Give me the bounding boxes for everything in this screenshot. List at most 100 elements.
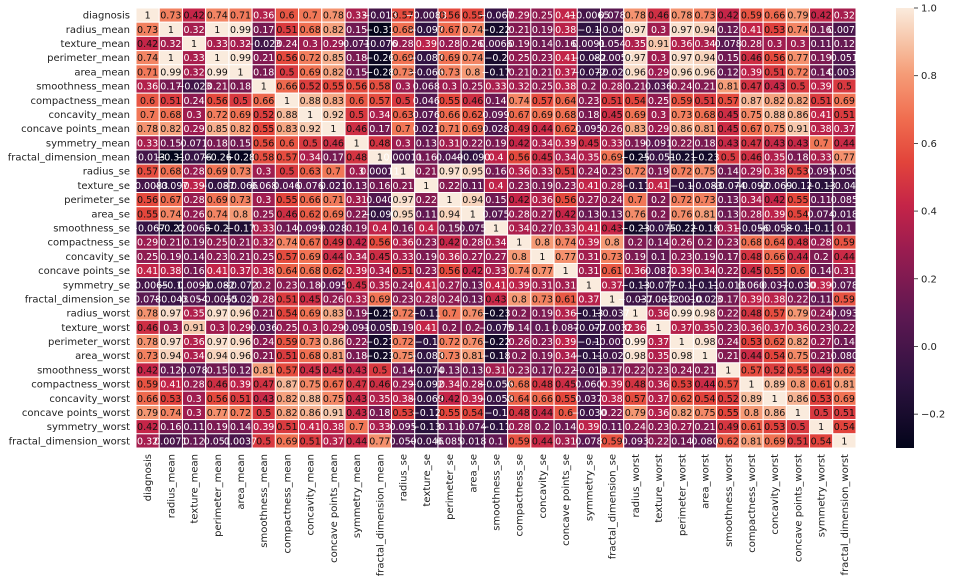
heatmap-cell-value: 0.81 [741, 436, 762, 447]
heatmap-cell-value: −0.1 [159, 280, 182, 291]
heatmap-cell-value: 0.11 [183, 422, 204, 433]
heatmap-cell-value: 0.21 [694, 422, 715, 433]
heatmap-cell-value: 0.2 [442, 323, 457, 334]
heatmap-cell-value: −0.21 [667, 153, 696, 164]
heatmap-cell-value: 0.54 [787, 209, 808, 220]
heatmap-cell-value: 0.32 [253, 238, 274, 249]
heatmap-cell-value: 0.42 [811, 11, 832, 22]
heatmap-cell-value: 0.74 [787, 25, 808, 36]
heatmap-cell-value: 0.6 [140, 96, 155, 107]
heatmap-cell-value: −0.037 [618, 294, 653, 305]
heatmap-cell-value: 0.12 [183, 436, 204, 447]
x-tick-label: radius_mean [166, 454, 177, 518]
heatmap-cell-value: 0.46 [741, 53, 762, 64]
heatmap-cell-value: 0.59 [509, 436, 530, 447]
heatmap-cell-value: 0.040 [366, 195, 393, 206]
heatmap-cell-value: 0.3 [349, 167, 364, 178]
x-tick-label: perimeter_worst [677, 454, 688, 536]
heatmap-cell-value: 0.69 [532, 110, 553, 121]
heatmap-cell-value: 0.7 [140, 110, 155, 121]
heatmap-cell-value: 0.34 [694, 39, 715, 50]
y-tick-label: texture_worst [61, 323, 130, 334]
heatmap-cell-value: 0.74 [555, 238, 576, 249]
heatmap-cell-value: 1 [470, 209, 476, 220]
heatmap-cell-value: 0.23 [416, 238, 437, 249]
heatmap-cell-value: 0.41 [555, 53, 576, 64]
heatmap-cell-value: 1 [609, 294, 615, 305]
heatmap-cell-value: 0.56 [439, 266, 460, 277]
x-tick-label: concavity_worst [770, 454, 781, 535]
heatmap-cell-value: 0.75 [764, 124, 785, 135]
heatmap-cell-value: 0.55 [439, 96, 460, 107]
heatmap-cell-value: 0.43 [764, 82, 785, 93]
heatmap-cell-value: 0.23 [578, 96, 599, 107]
heatmap-cell-value: 0.36 [393, 238, 414, 249]
heatmap-cell-value: 0.76 [462, 337, 483, 348]
heatmap-cell-value: 0.47 [253, 380, 274, 391]
heatmap-cell-value: −0.25 [365, 309, 394, 320]
heatmap-cell-value: 0.14 [811, 67, 832, 78]
heatmap-cell-value: −0.090 [455, 153, 490, 164]
heatmap-cell-value: 0.35 [369, 280, 390, 291]
heatmap-cell-value: 0.41 [137, 266, 158, 277]
heatmap-cell-value: 0.55 [787, 195, 808, 206]
heatmap-cell-value: 0.96 [625, 67, 646, 78]
heatmap-cell-value: 0.078 [715, 39, 742, 50]
heatmap-cell-value: 0.74 [509, 266, 530, 277]
heatmap-cell-value: 0.15 [207, 365, 228, 376]
heatmap-cell-value: 0.73 [694, 11, 715, 22]
heatmap-cell-value: 0.47 [741, 138, 762, 149]
heatmap-cell-value: 0.16 [555, 39, 576, 50]
heatmap-cell-value: 0.7 [814, 138, 829, 149]
heatmap-cell-value: 0.83 [625, 124, 646, 135]
heatmap-cell-value: 0.56 [369, 238, 390, 249]
heatmap-cell-value: 1 [307, 110, 313, 121]
heatmap-cell-value: 0.24 [253, 337, 274, 348]
heatmap-cell-value: 0.5 [790, 82, 805, 93]
x-tick-label: fractal_dimension_mean [375, 454, 386, 576]
heatmap-cell-value: 0.054 [599, 39, 626, 50]
heatmap-cell-value: 0.34 [485, 238, 506, 249]
heatmap-cell-value: 0.27 [578, 195, 599, 206]
heatmap-cell-value: 0.23 [532, 53, 553, 64]
heatmap-cell-value: 0.33 [485, 266, 506, 277]
heatmap-cell-value: 0.18 [300, 280, 321, 291]
heatmap-cell-value: 0.42 [137, 365, 158, 376]
colorbar-tick-label: 0.2 [921, 274, 937, 285]
heatmap-cell-value: 0.62 [300, 209, 321, 220]
heatmap-cell-value: 0.3 [442, 82, 457, 93]
heatmap-cell-value: 0.32 [160, 39, 181, 50]
heatmap-cell-value: 0.75 [694, 408, 715, 419]
heatmap-cell-value: 0.5 [303, 138, 318, 149]
heatmap-cell-value: 0.44 [834, 252, 855, 263]
heatmap-cell-value: 0.12 [718, 25, 739, 36]
heatmap-cell-value: 0.49 [811, 365, 832, 376]
heatmap-cell-value: 0.95 [393, 209, 414, 220]
heatmap-cell-value: 0.53 [160, 394, 181, 405]
heatmap-cell-value: 0.18 [369, 408, 390, 419]
heatmap-cell-value: 0.25 [253, 252, 274, 263]
heatmap-cell-value: −0.075 [478, 323, 513, 334]
heatmap-cell-value: 1 [423, 181, 429, 192]
heatmap-cell-value: 1 [214, 53, 220, 64]
heatmap-cell-value: 0.091 [343, 323, 370, 334]
heatmap-cell-value: 0.036 [645, 82, 672, 93]
heatmap-cell-value: 0.73 [532, 294, 553, 305]
heatmap-cell-value: 0.78 [137, 337, 158, 348]
heatmap-cell-value: 0.21 [230, 252, 251, 263]
heatmap-cell-value: 0.22 [648, 436, 669, 447]
x-tick-label: texture_se [422, 454, 433, 506]
heatmap-cell-value: 0.69 [230, 110, 251, 121]
heatmap-cell-value: 0.36 [625, 323, 646, 334]
heatmap-cell-value: 0.21 [253, 309, 274, 320]
heatmap-cell-value: 0.33 [369, 422, 390, 433]
heatmap-cell-value: 0.11 [416, 209, 437, 220]
heatmap-cell-value: 0.28 [462, 380, 483, 391]
heatmap-cell-value: 0.11 [602, 422, 623, 433]
heatmap-cell-value: 0.37 [602, 280, 623, 291]
heatmap-cell-value: 0.18 [578, 110, 599, 121]
heatmap-cell-value: 0.42 [137, 39, 158, 50]
heatmap-cell-value: 0.97 [207, 337, 228, 348]
y-tick-label: concavity_se [66, 252, 130, 263]
heatmap-cell-value: 0.19 [648, 167, 669, 178]
